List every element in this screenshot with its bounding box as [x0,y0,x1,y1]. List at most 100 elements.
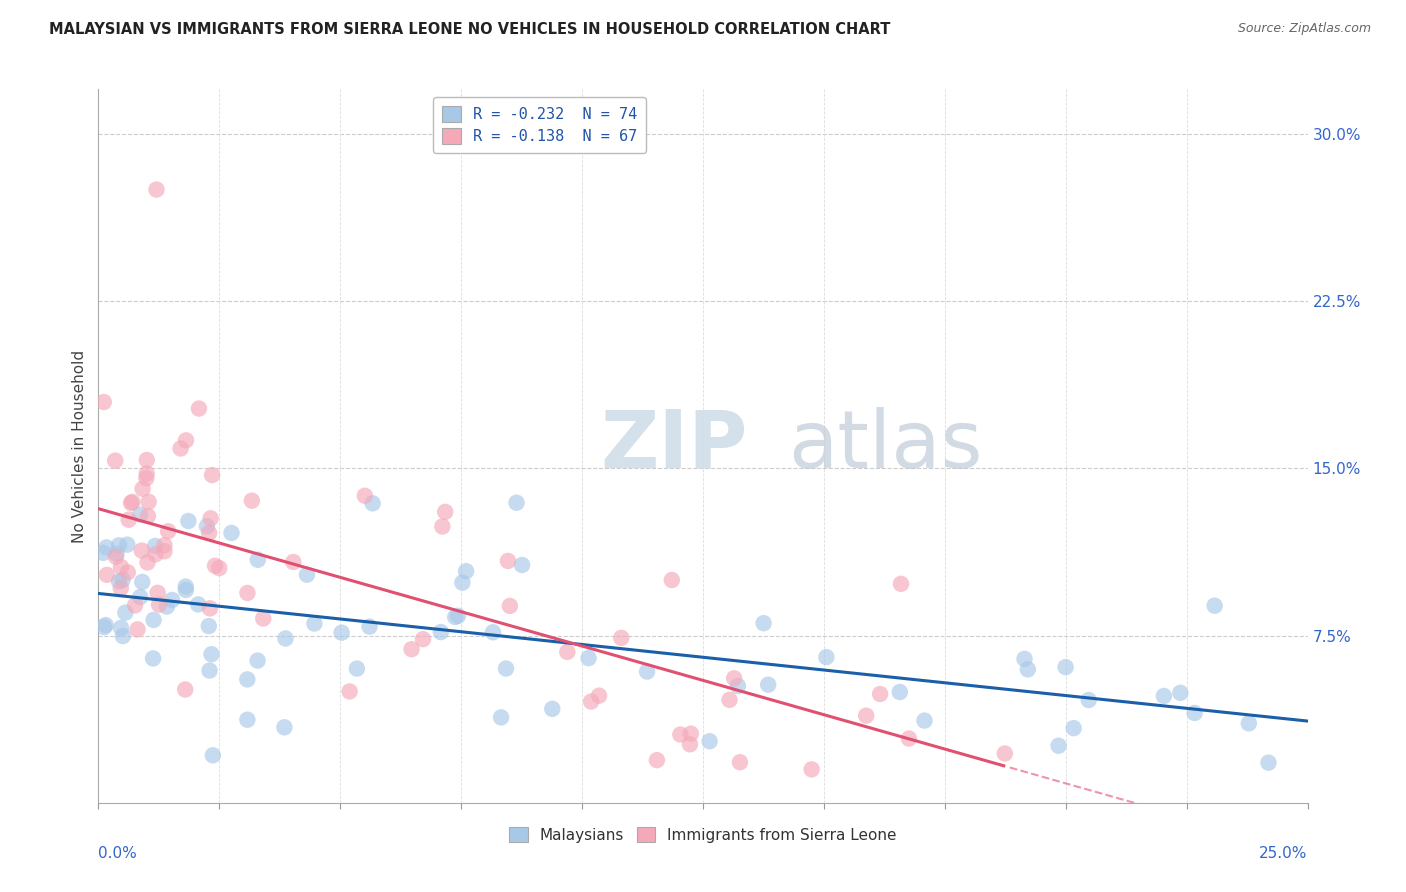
Point [661,573,683,587]
Point [201,748,224,763]
Point [110,621,132,635]
Point [1077,693,1099,707]
Point [1184,706,1206,720]
Text: atlas: atlas [787,407,981,485]
Point [800,762,823,776]
Point [129,508,152,522]
Point [434,505,457,519]
Point [124,599,146,613]
Point [108,538,131,552]
Point [304,616,326,631]
Point [274,632,297,646]
Point [252,611,274,625]
Point [1047,739,1070,753]
Point [240,493,263,508]
Point [135,467,157,481]
Point [1257,756,1279,770]
Point [752,616,775,631]
Point [273,720,295,734]
Point [117,538,139,552]
Point [104,549,127,564]
Point [148,598,170,612]
Point [510,558,533,572]
Point [145,182,167,196]
Point [1237,716,1260,731]
Point [444,610,467,624]
Point [346,662,368,676]
Point [541,702,564,716]
Point [1204,599,1226,613]
Point [412,632,434,647]
Point [499,599,522,613]
Point [127,623,149,637]
Point [447,608,470,623]
Point [142,651,165,665]
Point [283,555,305,569]
Point [727,679,749,693]
Point [361,496,384,510]
Point [236,673,259,687]
Text: Source: ZipAtlas.com: Source: ZipAtlas.com [1237,22,1371,36]
Point [169,442,191,456]
Point [108,574,131,589]
Point [579,694,602,708]
Point [117,566,139,580]
Point [295,567,318,582]
Point [136,509,159,524]
Point [890,577,912,591]
Point [93,620,115,634]
Point [496,554,519,568]
Point [111,629,134,643]
Point [1054,660,1077,674]
Point [679,737,702,751]
Point [505,496,527,510]
Point [136,556,159,570]
Point [131,482,153,496]
Point [401,642,423,657]
Point [204,558,226,573]
Y-axis label: No Vehicles in Household: No Vehicles in Household [72,350,87,542]
Point [914,714,936,728]
Text: ZIP: ZIP [600,407,748,485]
Point [187,598,209,612]
Point [353,489,375,503]
Point [246,553,269,567]
Point [111,573,134,587]
Point [869,687,891,701]
Point [143,539,166,553]
Point [359,619,381,633]
Point [456,564,478,578]
Point [236,586,259,600]
Text: 25.0%: 25.0% [1260,846,1308,861]
Point [94,618,117,632]
Point [208,561,231,575]
Point [236,713,259,727]
Point [174,682,197,697]
Point [174,580,197,594]
Point [1014,652,1036,666]
Point [110,560,132,574]
Point [855,708,877,723]
Point [157,524,180,539]
Point [104,453,127,467]
Point [430,625,453,640]
Point [339,684,361,698]
Point [578,651,600,665]
Point [131,543,153,558]
Point [174,434,197,448]
Point [645,753,668,767]
Point [897,731,920,746]
Point [114,606,136,620]
Point [201,468,224,483]
Text: MALAYSIAN VS IMMIGRANTS FROM SIERRA LEONE NO VEHICLES IN HOUSEHOLD CORRELATION C: MALAYSIAN VS IMMIGRANTS FROM SIERRA LEON… [49,22,890,37]
Point [198,601,221,615]
Point [174,582,197,597]
Point [200,511,222,525]
Point [93,395,115,409]
Point [482,625,505,640]
Point [588,689,610,703]
Legend: Malaysians, Immigrants from Sierra Leone: Malaysians, Immigrants from Sierra Leone [503,821,903,848]
Point [121,495,143,509]
Point [131,574,153,589]
Point [105,547,128,561]
